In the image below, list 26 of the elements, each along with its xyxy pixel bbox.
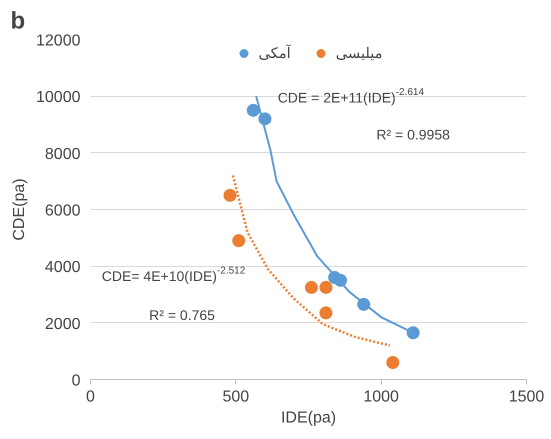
annotation: R² = 0.765 [149,306,216,323]
x-tick-label: 1500 [508,388,544,406]
point [406,326,420,340]
x-tick-label: 500 [222,388,250,406]
y-tick-label: 12000 [36,32,81,50]
point [386,356,400,369]
point [304,280,318,294]
y-tick-label: 0 [72,372,81,390]
x-tick-label: 0 [86,388,96,406]
annotation: R² = 0.9958 [376,126,450,143]
point [232,234,246,248]
legend-label: آمکی [258,44,291,62]
y-tick-label: 6000 [44,202,81,220]
chart-title: b [10,8,26,34]
legend-label: میلیسی [336,44,383,62]
y-axis-title: CDE(pa) [11,178,28,241]
point [246,104,260,117]
y-tick-label: 8000 [44,146,81,163]
y-tick-label: 4000 [44,259,81,276]
x-axis-title: IDE(pa) [280,410,336,426]
y-tick-label: 10000 [36,89,81,106]
point [224,188,237,202]
point [319,306,332,320]
x-tick-label: 1000 [363,388,400,406]
y-tick-label: 2000 [44,316,81,333]
point [319,280,332,294]
